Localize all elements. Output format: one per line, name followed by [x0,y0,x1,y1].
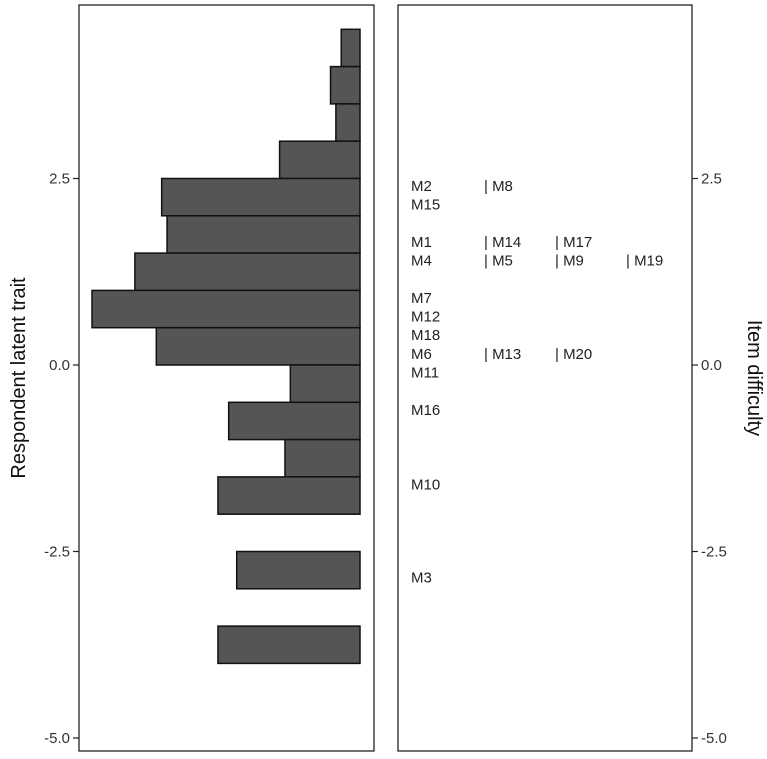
item-label: M18 [411,327,440,344]
item-label: | M20 [555,346,592,363]
item-label: M7 [411,290,432,307]
left-panel-frame [78,4,375,752]
left-tick-label: -5.0 [44,730,70,747]
item-label: M3 [411,570,432,587]
left-tick-label: 2.5 [49,171,70,188]
histogram-bar [91,289,361,329]
histogram-bar [155,326,361,366]
histogram-bar [217,476,361,515]
histogram-bar [227,401,361,441]
item-label: M10 [411,476,440,493]
item-label: | M19 [626,253,663,270]
histogram-bar [289,364,361,404]
item-label: M12 [411,309,440,326]
left-y-axis: 2.5 0.0 -2.5 -5.0 [44,171,79,747]
histogram-bar [217,625,361,665]
histogram-bar [329,65,361,105]
right-tick-label: -2.5 [701,544,727,561]
item-label: M11 [411,364,439,381]
left-tick-label: -2.5 [44,544,70,561]
item-label: | M9 [555,253,584,270]
item-label: | M5 [484,253,513,270]
histogram-bar [134,252,361,292]
item-label: | M14 [484,234,521,251]
right-tick-label: 0.0 [701,357,722,374]
left-axis-title: Respondent latent trait [8,277,30,479]
item-label: | M8 [484,178,513,195]
left-tick-label: 0.0 [49,357,70,374]
item-difficulty-panel: M2 | M8 M15 M1 | M14 | M17 M4 | M5 | M9 | M19 M7 M1… [397,4,693,752]
item-label: M1 [411,234,432,251]
right-panel-frame [397,4,693,752]
item-label: M2 [411,178,432,195]
right-y-axis: 2.5 0.0 -2.5 -5.0 [692,171,727,747]
right-tick-label: -5.0 [701,730,727,747]
histogram-bar [335,103,361,142]
histogram-bar [166,215,361,254]
item-label: | M13 [484,346,521,363]
item-label: M16 [411,402,440,419]
right-axis-title: Item difficulty [743,320,765,436]
item-label: M15 [411,197,440,214]
respondent-histogram-panel [78,4,375,752]
histogram-bar [235,550,361,590]
right-tick-label: 2.5 [701,171,722,188]
histogram-bar [278,140,361,180]
item-label: | M17 [555,234,592,251]
item-label: M6 [411,346,432,363]
histogram-bar [160,177,361,217]
histogram-bar [284,438,361,478]
item-label: M4 [411,253,432,270]
histogram-bar [340,28,361,68]
